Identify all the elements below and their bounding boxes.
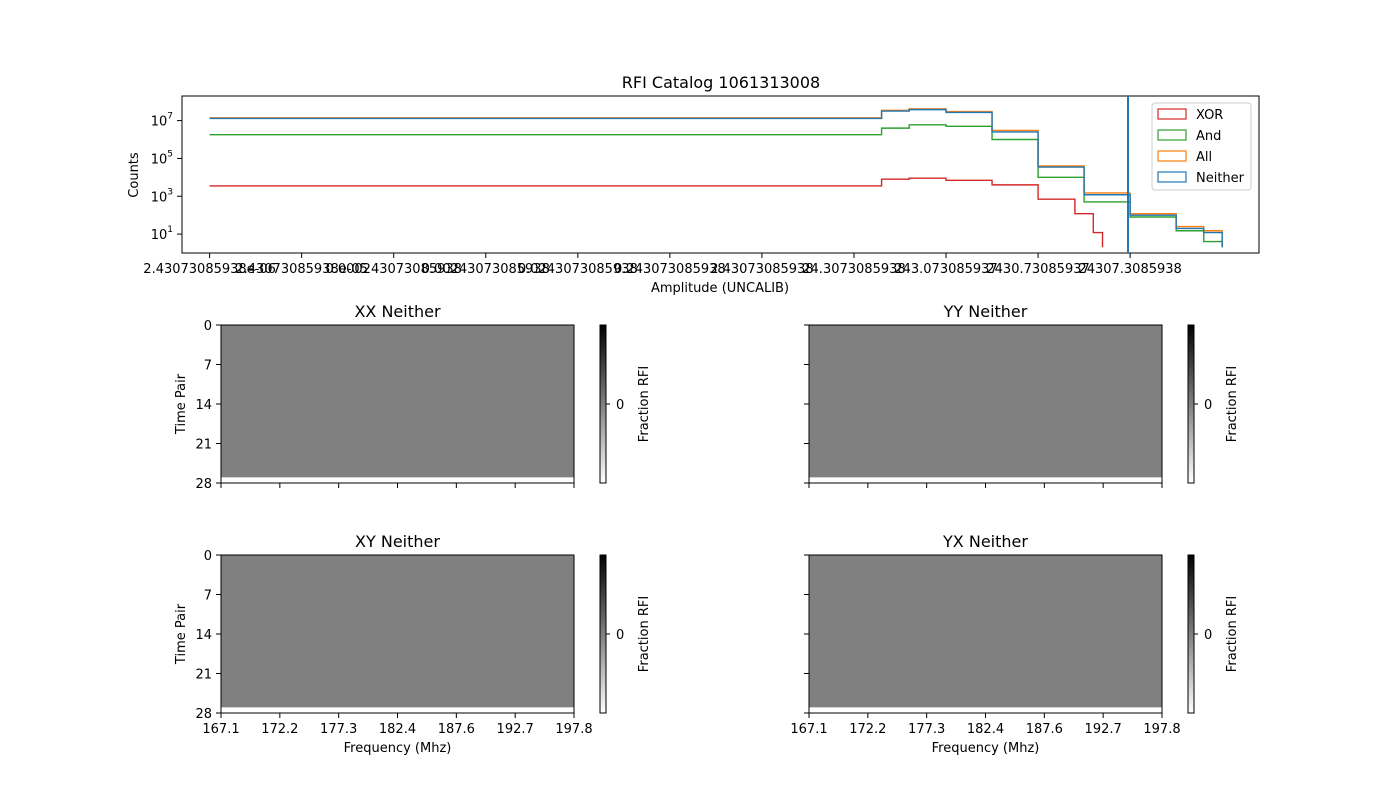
colorbar bbox=[599, 324, 607, 484]
heatmap-title: XY Neither bbox=[355, 532, 440, 551]
legend-swatch-neither bbox=[1157, 171, 1187, 183]
x-tick-label: 0.000243073085938 bbox=[325, 262, 461, 277]
x-axis-label: Frequency (Mhz) bbox=[344, 741, 452, 756]
y-tick-label: 21 bbox=[195, 438, 212, 453]
x-tick-label: 172.2 bbox=[849, 722, 886, 737]
series-line-xor bbox=[209, 177, 1104, 248]
heatmap-title: YY Neither bbox=[943, 302, 1028, 321]
x-tick-label: 192.7 bbox=[497, 722, 534, 737]
heatmap-cells bbox=[221, 555, 574, 708]
colorbar bbox=[1187, 324, 1195, 484]
legend-label-neither: Neither bbox=[1196, 171, 1245, 186]
y-axis-label: Counts bbox=[127, 152, 142, 198]
y-tick-label: 21 bbox=[195, 668, 212, 683]
x-tick-label: 167.1 bbox=[790, 722, 827, 737]
heatmap-title: XX Neither bbox=[354, 302, 441, 321]
colorbar-label: Fraction RFI bbox=[1225, 596, 1240, 672]
y-tick-label: 28 bbox=[195, 477, 212, 492]
x-tick-label: 187.6 bbox=[438, 722, 475, 737]
y-tick-label: 7 bbox=[204, 359, 212, 374]
x-tick-label: 177.3 bbox=[908, 722, 945, 737]
colorbar-tick-label: 0 bbox=[1204, 398, 1212, 413]
x-tick-label: 2.43073085938 bbox=[710, 262, 813, 277]
x-tick-label: 24.3073085938 bbox=[802, 262, 905, 277]
y-tick-label: 0 bbox=[204, 549, 212, 564]
x-tick-label: 243.073085937 bbox=[894, 262, 997, 277]
colorbar-label: Fraction RFI bbox=[1225, 366, 1240, 442]
y-tick-label: 0 bbox=[204, 319, 212, 334]
legend-box bbox=[1151, 102, 1252, 191]
x-tick-label: 197.8 bbox=[1143, 722, 1180, 737]
heatmap-cells bbox=[809, 325, 1162, 478]
y-tick-label: 28 bbox=[195, 707, 212, 722]
x-tick-label: 197.8 bbox=[555, 722, 592, 737]
x-tick-label: 2.43073085938e-05 bbox=[235, 262, 368, 277]
heatmap-cells bbox=[221, 325, 574, 478]
legend-label-xor: XOR bbox=[1196, 108, 1223, 123]
x-tick-label: 182.4 bbox=[379, 722, 416, 737]
x-tick-label: 167.1 bbox=[202, 722, 239, 737]
x-tick-label: 2.43073085938e-06 bbox=[143, 262, 276, 277]
x-tick-label: 187.6 bbox=[1026, 722, 1063, 737]
series-line-neither bbox=[209, 108, 1223, 248]
x-tick-label: 24307.3085938 bbox=[1078, 262, 1181, 277]
y-tick-label: 101 bbox=[151, 225, 173, 243]
y-tick-label: 107 bbox=[151, 112, 173, 130]
colorbar-label: Fraction RFI bbox=[637, 366, 652, 442]
figure-title: RFI Catalog 1061313008 bbox=[622, 73, 820, 92]
series-line-all bbox=[209, 108, 1223, 248]
x-tick-label: 2430.73085937 bbox=[986, 262, 1089, 277]
heatmap-title: YX Neither bbox=[942, 532, 1028, 551]
heatmap-panels: XX Neither 0 7 14 21 28 Time Pair 0 Fraction RFI… bbox=[174, 302, 1240, 756]
x-tick-label: 182.4 bbox=[967, 722, 1004, 737]
y-tick-label: 103 bbox=[151, 187, 173, 205]
legend-swatch-xor bbox=[1157, 108, 1187, 120]
x-axis-label: Amplitude (UNCALIB) bbox=[651, 281, 789, 296]
legend: XOR And All Neither bbox=[1151, 102, 1252, 191]
colorbar-tick-label: 0 bbox=[616, 398, 624, 413]
legend-label-and: And bbox=[1196, 129, 1221, 144]
y-tick-label: 14 bbox=[195, 398, 212, 413]
heatmap-xy-neither: XY Neither 0 7 14 21 28 Time Pair 167.1 172.2 177… bbox=[174, 532, 652, 756]
y-tick-label: 7 bbox=[204, 589, 212, 604]
x-axis-label: Frequency (Mhz) bbox=[932, 741, 1040, 756]
heatmap-yy-neither: YY Neither 0 Fraction RFI bbox=[804, 302, 1240, 488]
heatmap-cells bbox=[809, 555, 1162, 708]
heatmap-yx-neither: YX Neither 167.1 172.2 177.3 182.4 187.6 192.7… bbox=[790, 532, 1240, 756]
y-axis-label: Time Pair bbox=[174, 603, 189, 665]
colorbar-tick-label: 0 bbox=[1204, 628, 1212, 643]
x-tick-label: 192.7 bbox=[1085, 722, 1122, 737]
histogram-panel: RFI Catalog 1061313008 101 103 105 107 2.43… bbox=[127, 73, 1260, 296]
legend-swatch-all bbox=[1157, 150, 1187, 162]
colorbar-tick-label: 0 bbox=[616, 628, 624, 643]
colorbar bbox=[599, 554, 607, 714]
legend-label-all: All bbox=[1196, 150, 1212, 165]
y-tick-label: 105 bbox=[151, 149, 173, 167]
x-tick-label: 172.2 bbox=[261, 722, 298, 737]
colorbar bbox=[1187, 554, 1195, 714]
x-tick-label: 0.00243073085938 bbox=[422, 262, 550, 277]
legend-swatch-and bbox=[1157, 129, 1187, 141]
x-tick-label: 0.243073085938 bbox=[614, 262, 726, 277]
histogram-frame bbox=[181, 95, 1260, 254]
x-tick-label: 177.3 bbox=[320, 722, 357, 737]
heatmap-xx-neither: XX Neither 0 7 14 21 28 Time Pair 0 Fraction RFI bbox=[174, 302, 652, 492]
y-tick-label: 14 bbox=[195, 628, 212, 643]
x-tick-label: 0.0243073085938 bbox=[518, 262, 638, 277]
colorbar-label: Fraction RFI bbox=[637, 596, 652, 672]
y-axis-label: Time Pair bbox=[174, 373, 189, 435]
